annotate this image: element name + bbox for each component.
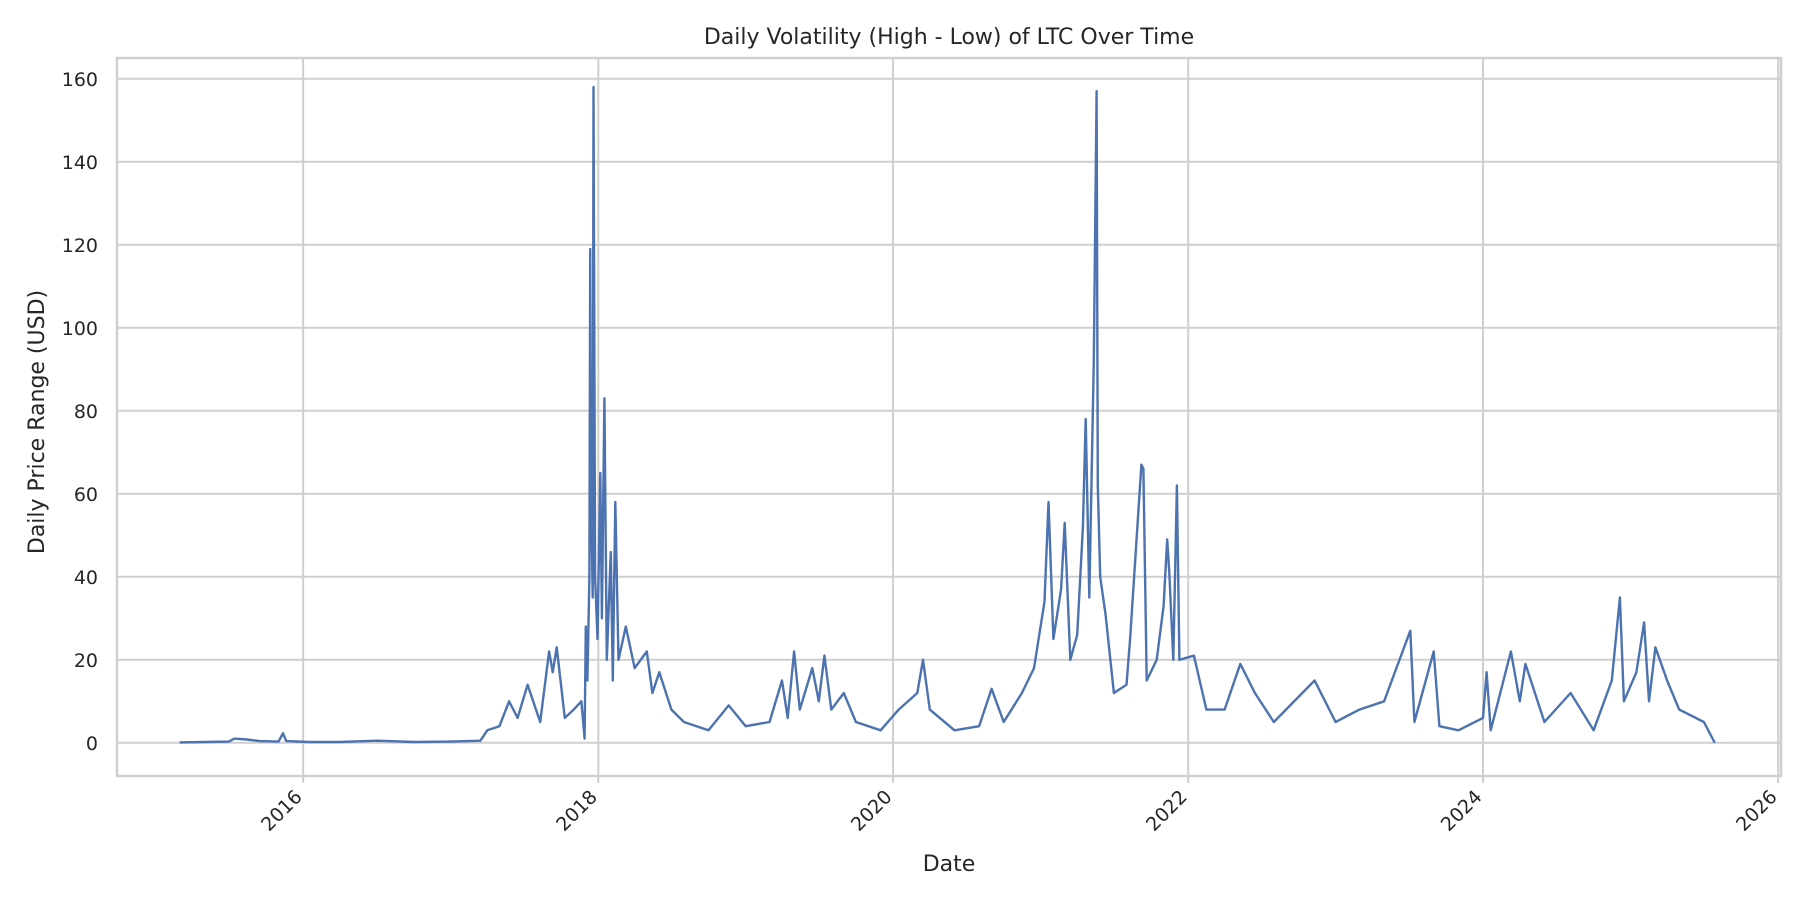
y-tick-label: 20 [74, 650, 98, 672]
y-tick-label: 120 [62, 235, 98, 257]
y-tick-label: 0 [86, 733, 98, 755]
series-layer [179, 85, 1716, 744]
ltc-volatility-series-line [179, 85, 1716, 744]
y-tick-label: 80 [74, 401, 98, 423]
y-tick-label: 100 [62, 318, 98, 340]
y-tick-label: 160 [62, 69, 98, 91]
gridlines [117, 58, 1781, 776]
x-axis-label: Date [923, 852, 976, 877]
y-axis-label: Daily Price Range (USD) [25, 290, 50, 554]
y-tick-label: 60 [74, 484, 98, 506]
chart-title: Daily Volatility (High - Low) of LTC Ove… [704, 25, 1194, 50]
y-tick-label: 140 [62, 152, 98, 174]
plot-frame [115, 56, 1783, 778]
y-tick-label: 40 [74, 567, 98, 589]
